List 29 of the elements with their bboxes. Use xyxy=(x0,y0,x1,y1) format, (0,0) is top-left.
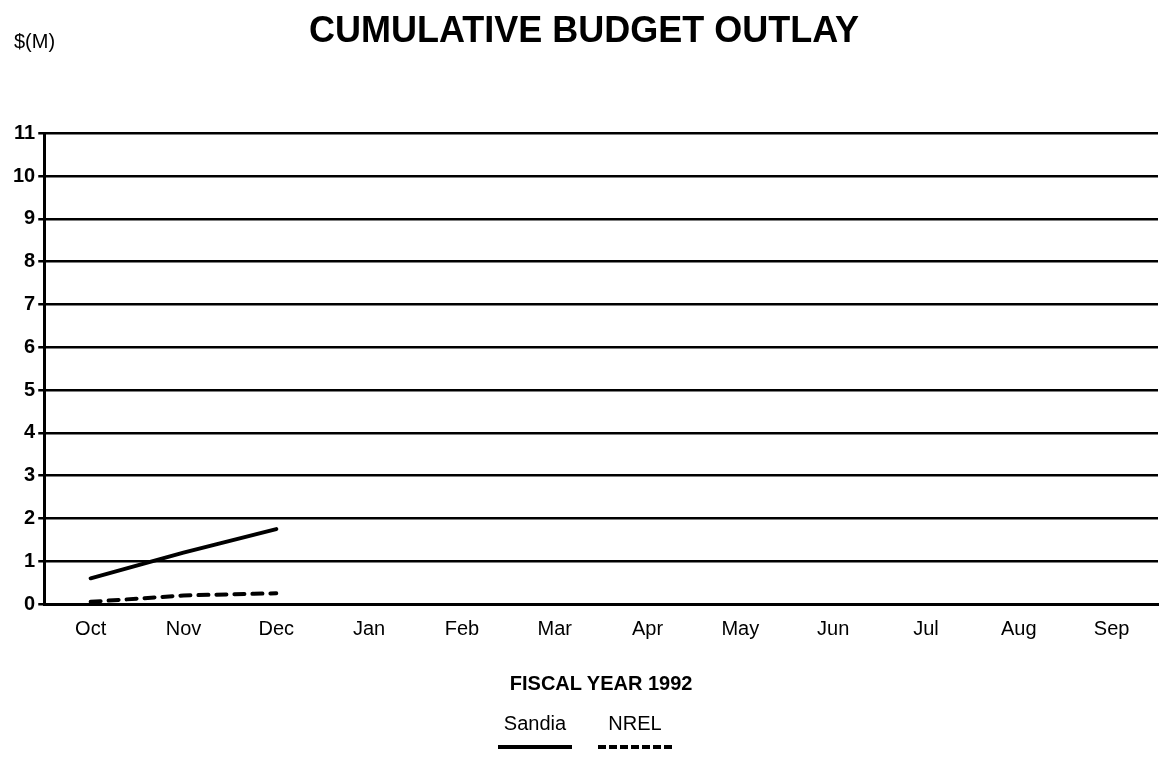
x-tick-label: Nov xyxy=(165,616,202,639)
x-tick-label: May xyxy=(721,616,760,639)
y-tick-label: 2 xyxy=(24,505,36,528)
x-tick-label: Feb xyxy=(444,616,480,639)
y-tick-label: 0 xyxy=(24,591,36,614)
x-tick-label: Apr xyxy=(631,616,664,639)
y-tick-label: 7 xyxy=(24,291,36,314)
chart-title: CUMULATIVE BUDGET OUTLAY xyxy=(308,8,860,50)
y-tick-label: 3 xyxy=(24,463,36,486)
y-axis-title: $(M) xyxy=(14,30,56,53)
x-tick-label: Jul xyxy=(913,616,939,639)
x-tick-label: Sep xyxy=(1093,616,1130,639)
y-tick-label: 6 xyxy=(24,334,36,357)
y-tick-label: 8 xyxy=(24,249,36,272)
x-tick-label: Dec xyxy=(258,616,295,639)
x-tick-label: Jun xyxy=(817,616,850,639)
y-tick-label: 5 xyxy=(24,377,36,400)
x-tick-label: Oct xyxy=(75,616,107,639)
text: Sandia xyxy=(503,712,567,735)
x-tick-label: Jan xyxy=(352,616,386,639)
y-tick-label: 9 xyxy=(24,206,36,229)
y-tick-label: 4 xyxy=(24,420,37,443)
y-tick-label: 1 xyxy=(24,548,36,571)
y-tick-label: 10 xyxy=(13,163,36,186)
text: NREL xyxy=(608,712,662,735)
x-tick-label: Mar xyxy=(537,616,573,639)
y-tick-label: 11 xyxy=(14,120,36,143)
x-axis-title: FISCAL YEAR 1992 xyxy=(509,671,693,694)
x-tick-label: Aug xyxy=(1000,616,1037,639)
